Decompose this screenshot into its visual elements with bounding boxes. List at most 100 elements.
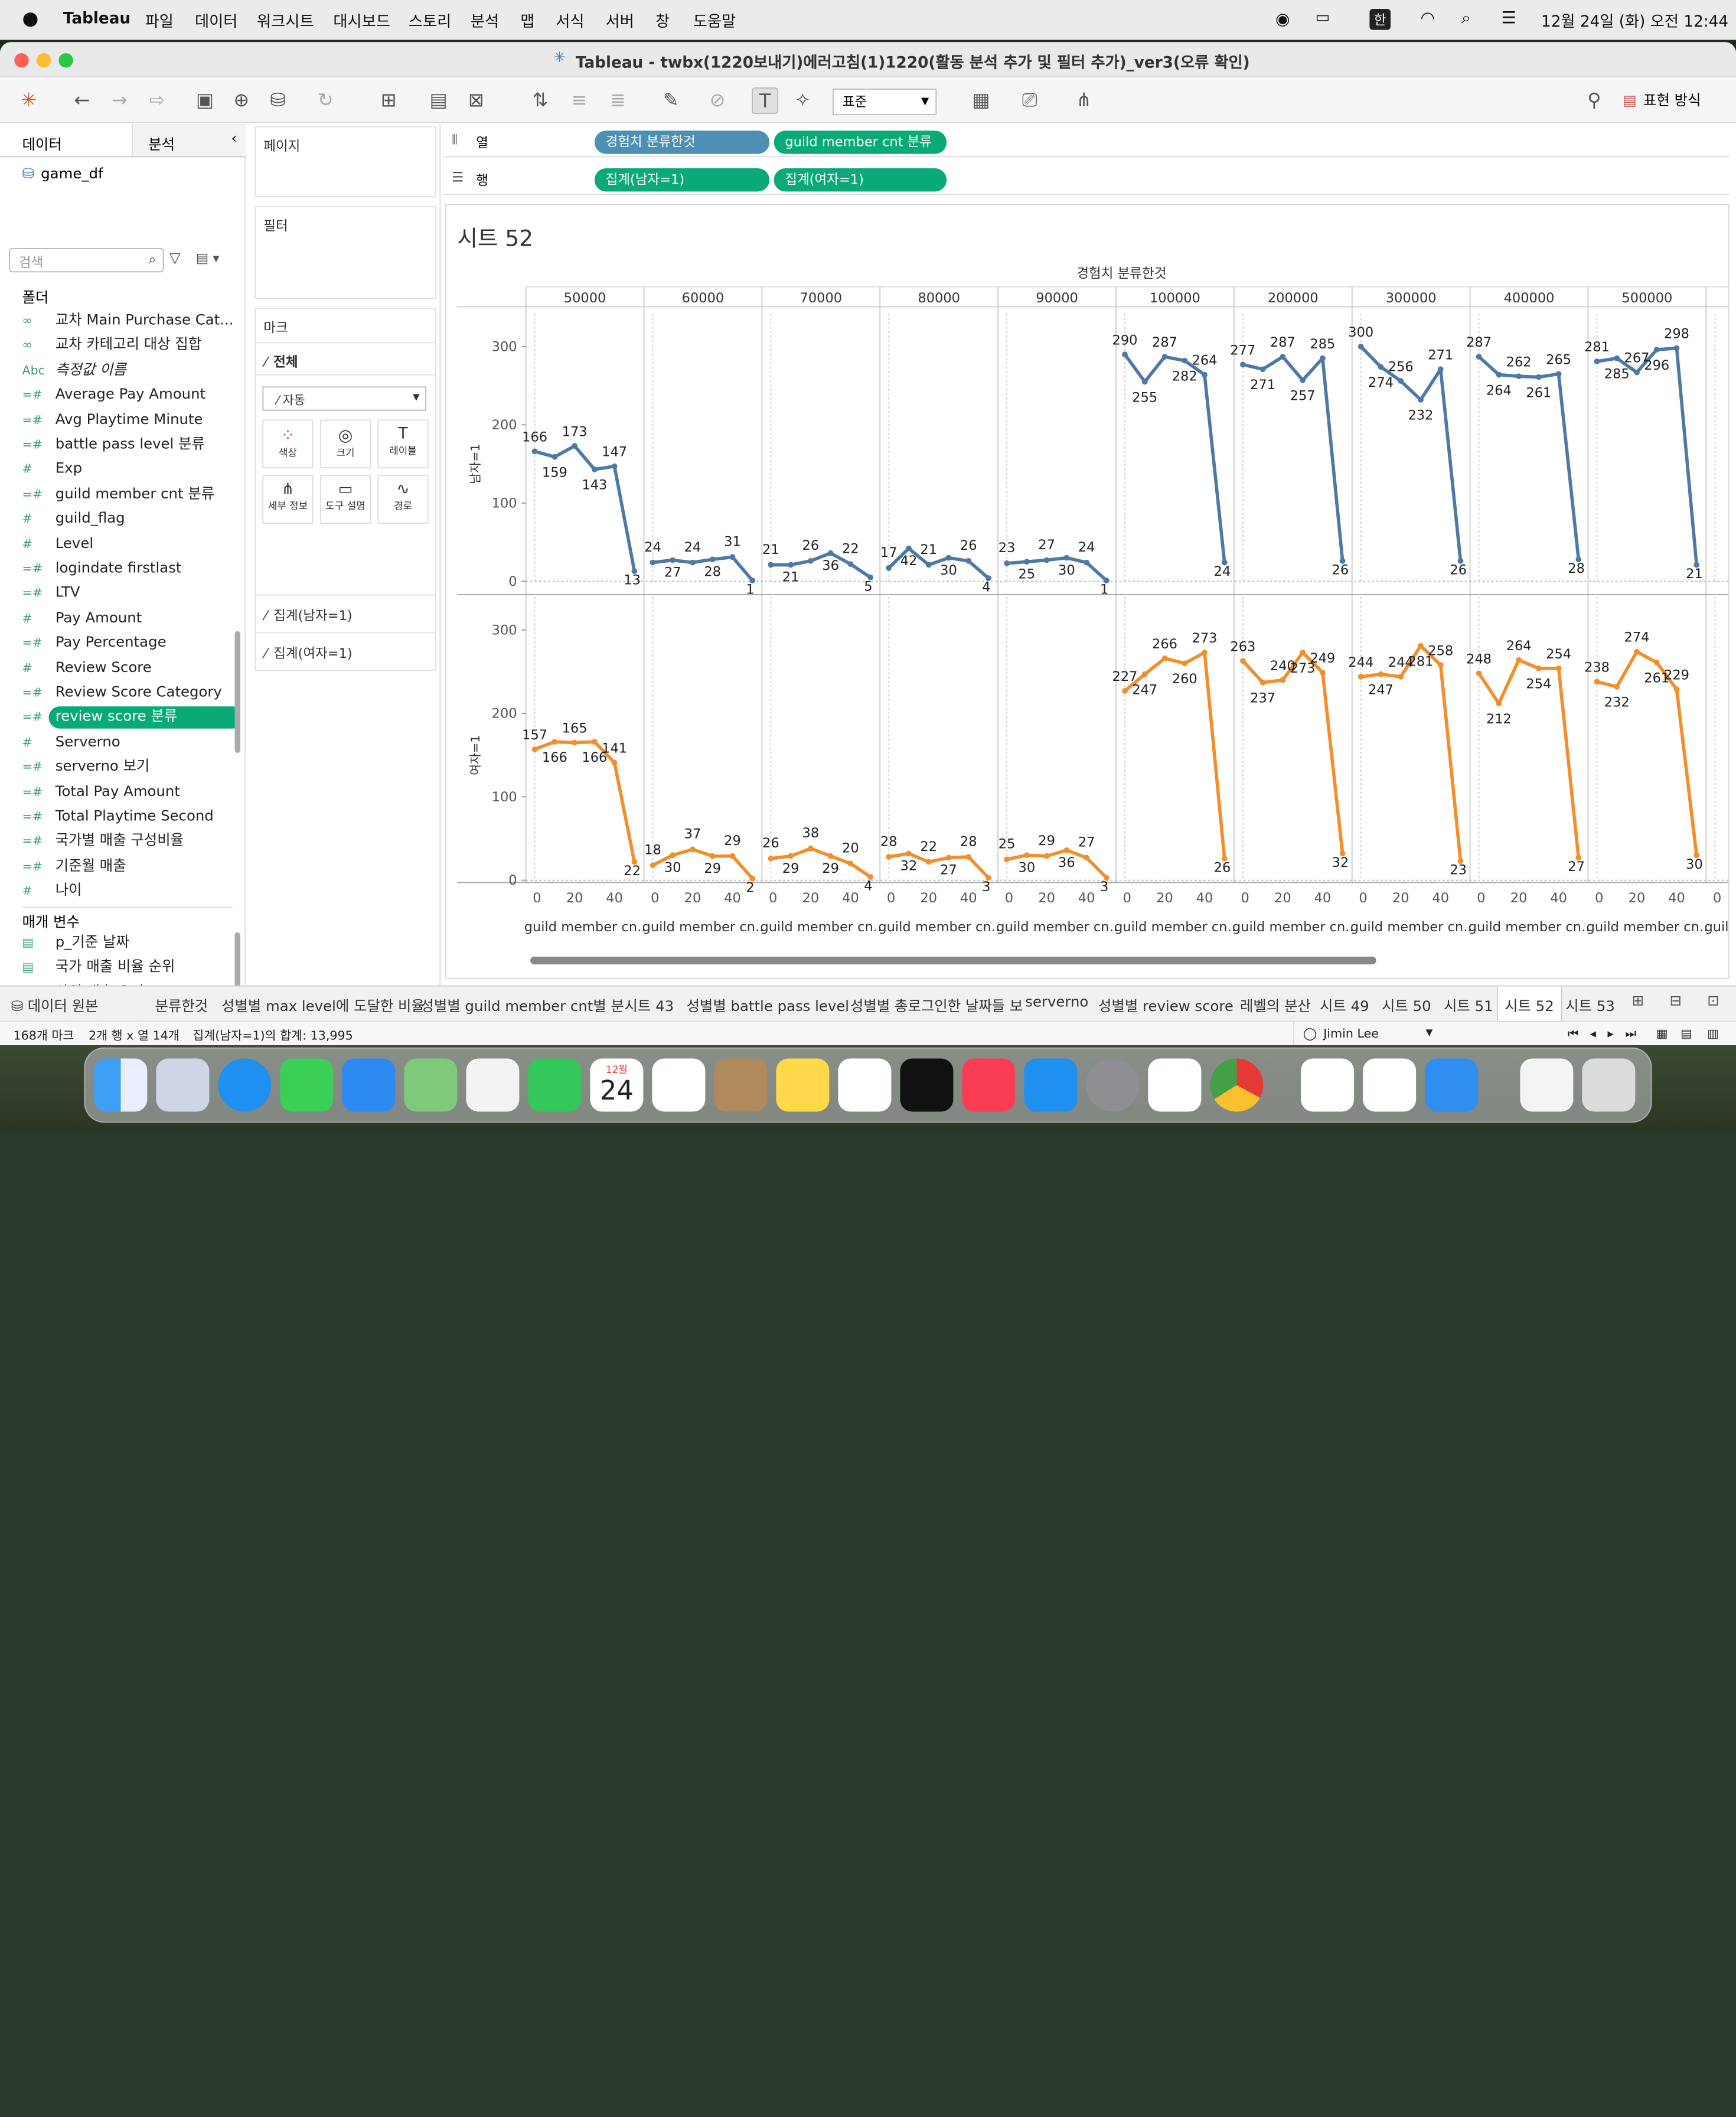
notes-icon[interactable] xyxy=(776,1058,830,1112)
field-item[interactable]: =# review score 분류 xyxy=(0,706,235,730)
tab-data[interactable]: 데이터 xyxy=(0,124,133,158)
menu-map[interactable]: 맵 xyxy=(520,13,535,31)
app-name[interactable]: Tableau xyxy=(63,9,131,28)
sheet-tab[interactable]: 분류한것 xyxy=(155,999,208,1016)
new-dashboard-tab-icon[interactable]: ⊟ xyxy=(1669,993,1682,1010)
launchpad-icon[interactable] xyxy=(156,1058,210,1112)
menu-story[interactable]: 스토리 xyxy=(408,13,452,31)
wifi-icon[interactable]: ◠ xyxy=(1420,8,1435,28)
menubar-clock[interactable]: 12월 24일 (화) 오전 12:44 xyxy=(1541,13,1729,31)
menu-worksheet[interactable]: 워크시트 xyxy=(257,13,314,31)
field-item[interactable]: =# 기준월 매출 xyxy=(0,854,235,879)
sort-asc-icon[interactable]: ≡ xyxy=(571,89,587,112)
rows-shelf[interactable]: ☰ 행 집계(남자=1) 집계(여자=1) xyxy=(443,164,1730,195)
horizontal-scrollbar[interactable] xyxy=(530,957,1376,965)
filmstrip-view-icon[interactable]: ▤ xyxy=(1680,1026,1692,1041)
prev-sheet-icon[interactable]: ◂ xyxy=(1590,1026,1596,1041)
format-painter-icon[interactable]: ⚲ xyxy=(1587,89,1601,112)
datasource-icon[interactable]: ⛁ xyxy=(270,89,286,112)
battery-icon[interactable]: ▭ xyxy=(1315,9,1330,27)
menu-format[interactable]: 서식 xyxy=(556,13,585,31)
field-item[interactable]: ∞ 교차 Main Purchase Cat... xyxy=(0,309,235,333)
christmas-folder-icon[interactable] xyxy=(1520,1058,1574,1112)
field-item[interactable]: =# serverno 보기 xyxy=(0,755,235,779)
field-item[interactable]: =# battle pass level 분류 xyxy=(0,433,235,457)
system-settings-icon[interactable] xyxy=(1086,1058,1140,1112)
fit-dropdown[interactable]: 표준 ▼ xyxy=(833,89,937,115)
swap-icon[interactable]: ⇅ xyxy=(532,89,549,112)
new-worksheet-icon[interactable]: ⊞ xyxy=(380,89,397,112)
columns-pill-exp[interactable]: 경험치 분류한것 xyxy=(594,131,770,154)
photos-icon[interactable] xyxy=(466,1058,520,1112)
zoom-button[interactable] xyxy=(58,53,73,68)
input-method-icon[interactable]: 한 xyxy=(1369,9,1391,30)
field-item[interactable]: # Exp xyxy=(0,458,235,482)
field-item[interactable]: # 나이 xyxy=(0,879,235,898)
color-button[interactable]: ⁘ 색상 xyxy=(262,419,314,469)
tableau-logo-icon[interactable]: ✳ xyxy=(21,89,37,112)
finder-icon[interactable] xyxy=(94,1058,148,1112)
pin-icon[interactable]: ✧ xyxy=(795,89,811,112)
sheet-tab[interactable]: 시트 53 xyxy=(1565,999,1615,1016)
chrome-icon[interactable] xyxy=(1210,1058,1264,1112)
sheet-tab[interactable]: 시트 43 xyxy=(624,999,674,1016)
new-datasource-icon[interactable]: ⊕ xyxy=(233,89,250,112)
sheet-tab[interactable]: 시트 50 xyxy=(1382,999,1431,1016)
freeform-icon[interactable] xyxy=(838,1058,892,1112)
field-item[interactable]: =# logindate firstlast xyxy=(0,557,235,581)
sheet-tab[interactable]: 시트 52 xyxy=(1497,986,1562,1021)
field-item[interactable]: Abc 측정값 이름 xyxy=(0,358,235,383)
presentation-icon[interactable]: ⎚ xyxy=(1022,89,1037,112)
menu-dashboard[interactable]: 대시보드 xyxy=(333,13,390,31)
calendar-icon[interactable]: 12월 24 xyxy=(590,1058,644,1112)
control-center-icon[interactable]: ☰ xyxy=(1501,8,1516,28)
close-button[interactable] xyxy=(14,53,29,68)
messages-icon[interactable] xyxy=(280,1058,334,1112)
forward-icon[interactable]: → xyxy=(112,89,128,112)
sheet-tab[interactable]: 시트 51 xyxy=(1444,999,1493,1016)
share-icon[interactable]: ⋔ xyxy=(1076,89,1092,112)
redirect-icon[interactable]: ⇨ xyxy=(149,89,165,112)
duplicate-sheet-icon[interactable]: ▤ xyxy=(429,89,448,112)
datasource-tab[interactable]: ⛁ 데이터 원본 xyxy=(11,994,99,1015)
menu-analysis[interactable]: 분석 xyxy=(470,13,500,31)
path-button[interactable]: ∿ 경로 xyxy=(377,475,429,524)
minimize-button[interactable] xyxy=(36,53,51,68)
back-icon[interactable]: ← xyxy=(74,89,90,112)
next-sheet-icon[interactable]: ▸ xyxy=(1607,1026,1614,1041)
param-scrollbar[interactable] xyxy=(234,932,240,997)
app-store-icon[interactable] xyxy=(1024,1058,1078,1112)
sheet-tab[interactable]: 성별별 총로그인한 날짜들 보 xyxy=(850,999,1023,1016)
field-item[interactable]: =# LTV xyxy=(0,582,235,606)
field-item[interactable]: # Review Score xyxy=(0,656,235,680)
show-labels-icon[interactable]: T xyxy=(752,87,779,115)
apple-tv-icon[interactable] xyxy=(900,1058,954,1112)
rows-pill-male[interactable]: 집계(남자=1) xyxy=(594,168,770,192)
vscode-icon[interactable] xyxy=(1148,1058,1202,1112)
sheet-tab[interactable]: 성별별 max level에 도달한 비율 xyxy=(221,999,425,1016)
first-sheet-icon[interactable]: ⏮ xyxy=(1568,1026,1579,1041)
field-search-input[interactable]: 검색 ⌕ xyxy=(9,248,164,273)
menu-window[interactable]: 창 xyxy=(655,13,670,31)
param-item[interactable]: ▤ 국가 매출 비율 순위 xyxy=(0,956,235,980)
sheet-tab[interactable]: 성별별 battle pass level xyxy=(686,999,850,1016)
menu-server[interactable]: 서버 xyxy=(605,13,634,31)
field-item[interactable]: # guild_flag xyxy=(0,507,235,531)
field-item[interactable]: =# Avg Playtime Minute xyxy=(0,408,235,432)
pages-card[interactable]: 페이지 xyxy=(254,126,436,197)
field-item[interactable]: =# Review Score Category xyxy=(0,681,235,705)
group-icon[interactable]: ⊘ xyxy=(709,89,726,112)
user-menu[interactable]: ◯ Jimin Lee ▼ xyxy=(1293,1022,1440,1045)
filters-card[interactable]: 필터 xyxy=(254,205,436,299)
field-item[interactable]: # Level xyxy=(0,532,235,556)
field-item[interactable]: =# Total Playtime Second xyxy=(0,805,235,829)
sort-desc-icon[interactable]: ≣ xyxy=(609,89,626,112)
slack-icon[interactable] xyxy=(1301,1058,1355,1112)
columns-shelf[interactable]: ⦀ 열 경험치 분류한것 guild member cnt 분류 xyxy=(443,126,1730,158)
facetime-icon[interactable] xyxy=(528,1058,582,1112)
sheet-tab[interactable]: serverno xyxy=(1025,994,1089,1011)
sheet-tab[interactable]: 성별별 review score xyxy=(1098,999,1234,1016)
field-item[interactable]: # Serverno xyxy=(0,730,235,755)
tooltip-button[interactable]: ▭ 도구 설명 xyxy=(319,475,371,524)
